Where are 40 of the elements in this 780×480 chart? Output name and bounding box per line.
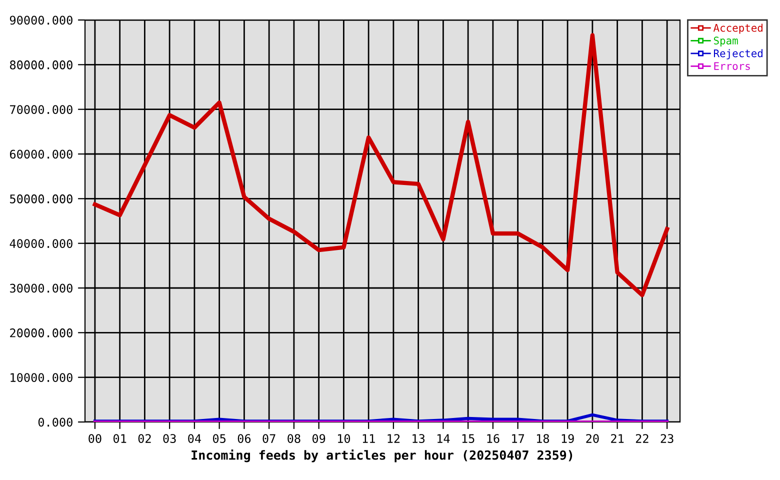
y-tick-label: 10000.000	[10, 373, 72, 382]
legend-label: Accepted	[713, 24, 762, 34]
x-tick-label: 04	[188, 434, 201, 444]
x-tick-label: 07	[262, 434, 276, 444]
x-tick-label: 23	[660, 434, 674, 444]
x-tick-label: 17	[512, 434, 524, 443]
x-tick-label: 18	[537, 434, 550, 444]
x-tick-label: 09	[312, 434, 326, 444]
x-tick-label: 06	[238, 434, 251, 444]
x-tick-label: 15	[462, 434, 474, 444]
x-tick-label: 14	[438, 434, 450, 443]
y-tick-label: 70000.000	[10, 105, 72, 114]
x-tick-label: 02	[138, 434, 151, 444]
x-tick-label: 00	[88, 434, 102, 444]
y-tick-label: 60000.000	[10, 150, 72, 159]
x-axis-title: Incoming feeds by articles per hour (20250407 2359)	[192, 449, 572, 462]
legend-label: Errors	[714, 62, 750, 70]
x-tick-label: 03	[163, 434, 176, 444]
x-tick-label: 16	[487, 434, 500, 444]
x-tick-label: 20	[586, 434, 599, 444]
y-tick-label: 90000.000	[10, 16, 72, 25]
x-tick-label: 12	[388, 434, 400, 443]
y-tick-label: 80000.000	[10, 60, 72, 70]
x-tick-label: 19	[562, 434, 574, 444]
y-tick-label: 20000.000	[10, 328, 72, 338]
x-tick-label: 10	[338, 434, 350, 444]
y-tick-label: 0.000	[38, 418, 72, 427]
y-tick-label: 40000.000	[10, 239, 72, 248]
x-tick-label: 22	[636, 434, 648, 443]
legend-label: Spam	[714, 36, 738, 47]
y-tick-label: 50000.000	[10, 194, 72, 204]
x-tick-label: 01	[113, 434, 126, 444]
x-tick-label: 11	[362, 434, 375, 443]
legend-label: Rejected	[714, 49, 762, 60]
x-tick-label: 13	[412, 434, 425, 444]
x-tick-label: 21	[611, 434, 624, 443]
line-series	[92, 33, 670, 298]
y-tick-label: 30000.000	[10, 284, 72, 293]
x-tick-label: 08	[288, 434, 300, 444]
x-tick-label: 05	[212, 434, 226, 444]
